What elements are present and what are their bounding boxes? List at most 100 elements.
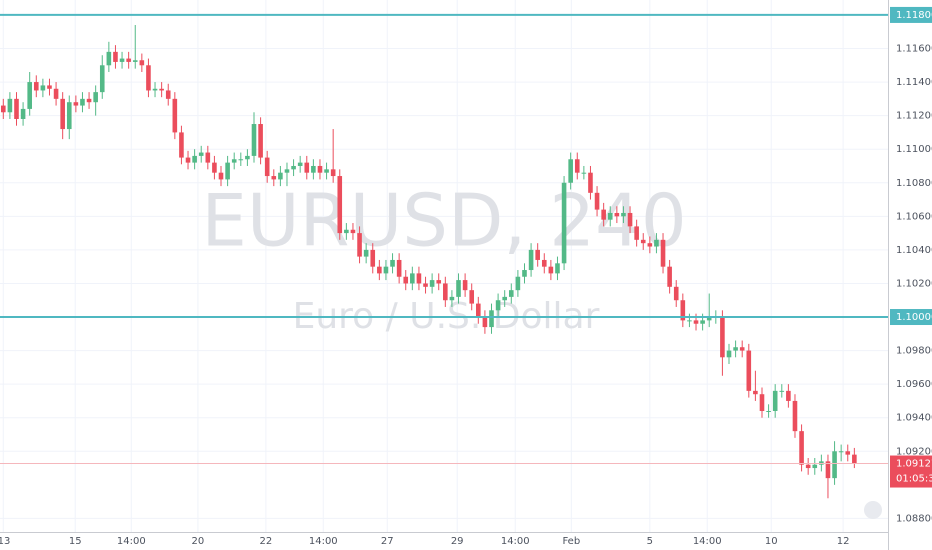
- candle-body: [66, 102, 72, 130]
- candle-body: [693, 320, 699, 324]
- last-price-box: [890, 455, 932, 488]
- candle-body: [271, 176, 277, 180]
- candle-body: [621, 212, 626, 217]
- candle-body: [0, 105, 6, 113]
- candle-body: [535, 249, 540, 260]
- candle-body: [304, 162, 310, 173]
- candle-body: [739, 347, 745, 351]
- candle-body: [245, 155, 250, 160]
- candle-body: [126, 58, 131, 62]
- candle-body: [146, 65, 151, 91]
- candle-body: [159, 88, 164, 91]
- candle-body: [634, 226, 639, 240]
- candle-body: [337, 176, 343, 234]
- candle-body: [614, 212, 620, 217]
- candle-body: [278, 172, 283, 180]
- candle-body: [73, 102, 79, 106]
- y-tick-label: 1.09600: [896, 379, 932, 390]
- x-tick-label: 14:00: [309, 536, 338, 547]
- candle-body: [482, 317, 488, 328]
- candle-body: [687, 320, 692, 322]
- y-tick-label: 1.10600: [896, 211, 932, 222]
- candle-body: [726, 350, 732, 358]
- x-tick-label: 14:00: [501, 536, 530, 547]
- countdown-label: 01:05:33: [896, 474, 932, 485]
- candle-body: [264, 157, 270, 177]
- candle-body: [469, 290, 475, 304]
- level-label: 1.10000: [896, 312, 932, 323]
- candle-body: [416, 273, 422, 284]
- candle-body: [396, 259, 402, 277]
- x-tick-label: 15: [69, 536, 82, 547]
- y-tick-label: 1.11400: [896, 77, 932, 88]
- candle-body: [528, 249, 534, 271]
- candle-body: [541, 259, 547, 267]
- candle-body: [390, 259, 395, 267]
- candle-body: [172, 98, 178, 133]
- candle-body: [297, 162, 303, 166]
- candle-body: [568, 159, 573, 183]
- x-tick-label: 5: [647, 536, 653, 547]
- candle-body: [429, 280, 435, 287]
- candle-body: [436, 280, 442, 284]
- candle-body: [786, 390, 791, 401]
- x-tick-label: 12: [837, 536, 850, 547]
- candle-body: [515, 276, 521, 291]
- candle-body: [132, 60, 138, 62]
- candle-body: [377, 266, 382, 274]
- candle-body: [212, 162, 217, 173]
- candle-body: [284, 169, 290, 173]
- y-tick-label: 1.11000: [896, 144, 932, 155]
- candle-body: [370, 249, 376, 267]
- candle-body: [86, 98, 92, 103]
- candle-body: [581, 172, 587, 174]
- candle-body: [680, 300, 686, 321]
- candle-body: [852, 454, 857, 464]
- candle-body: [647, 243, 653, 247]
- candle-body: [258, 124, 263, 158]
- candle-body: [106, 51, 112, 66]
- y-tick-label: 1.10400: [896, 245, 932, 256]
- logo-badge: [864, 501, 882, 519]
- y-tick-label: 1.10800: [896, 178, 932, 189]
- y-tick-label: 1.11200: [896, 111, 932, 122]
- candle-body: [792, 400, 798, 432]
- candle-body: [410, 273, 415, 284]
- candle-body: [165, 90, 171, 99]
- candle-body: [60, 98, 65, 130]
- candle-body: [53, 88, 59, 99]
- candle-body: [205, 152, 211, 163]
- candle-body: [251, 124, 257, 156]
- candle-body: [291, 165, 296, 170]
- candle-body: [720, 317, 725, 358]
- candle-body: [508, 290, 514, 297]
- candle-body: [139, 60, 145, 66]
- y-tick-label: 1.09200: [896, 446, 932, 457]
- level-label-box: [890, 309, 932, 326]
- level-label: 1.11800: [896, 10, 932, 21]
- candle-body: [238, 159, 244, 161]
- candle-body: [225, 162, 230, 180]
- candle-body: [759, 394, 765, 411]
- candle-body: [80, 98, 85, 106]
- candle-body: [489, 310, 494, 328]
- candle-body: [218, 172, 224, 180]
- candle-body: [667, 266, 672, 287]
- x-tick-label: 20: [192, 536, 205, 547]
- x-tick-label: 29: [451, 536, 464, 547]
- candle-body: [113, 51, 118, 62]
- y-tick-label: 1.08800: [896, 513, 932, 524]
- candle-body: [588, 172, 593, 193]
- x-tick-label: 27: [381, 536, 394, 547]
- candle-body: [14, 98, 19, 119]
- candle-body: [779, 390, 785, 392]
- candle-body: [594, 192, 600, 210]
- x-tick-label: 14:00: [117, 536, 146, 547]
- candle-body: [805, 464, 811, 469]
- candle-body: [495, 300, 501, 311]
- candle-body: [607, 212, 613, 220]
- candle-body: [443, 283, 448, 301]
- candle-body: [766, 410, 771, 412]
- x-tick-label: Feb: [562, 536, 580, 547]
